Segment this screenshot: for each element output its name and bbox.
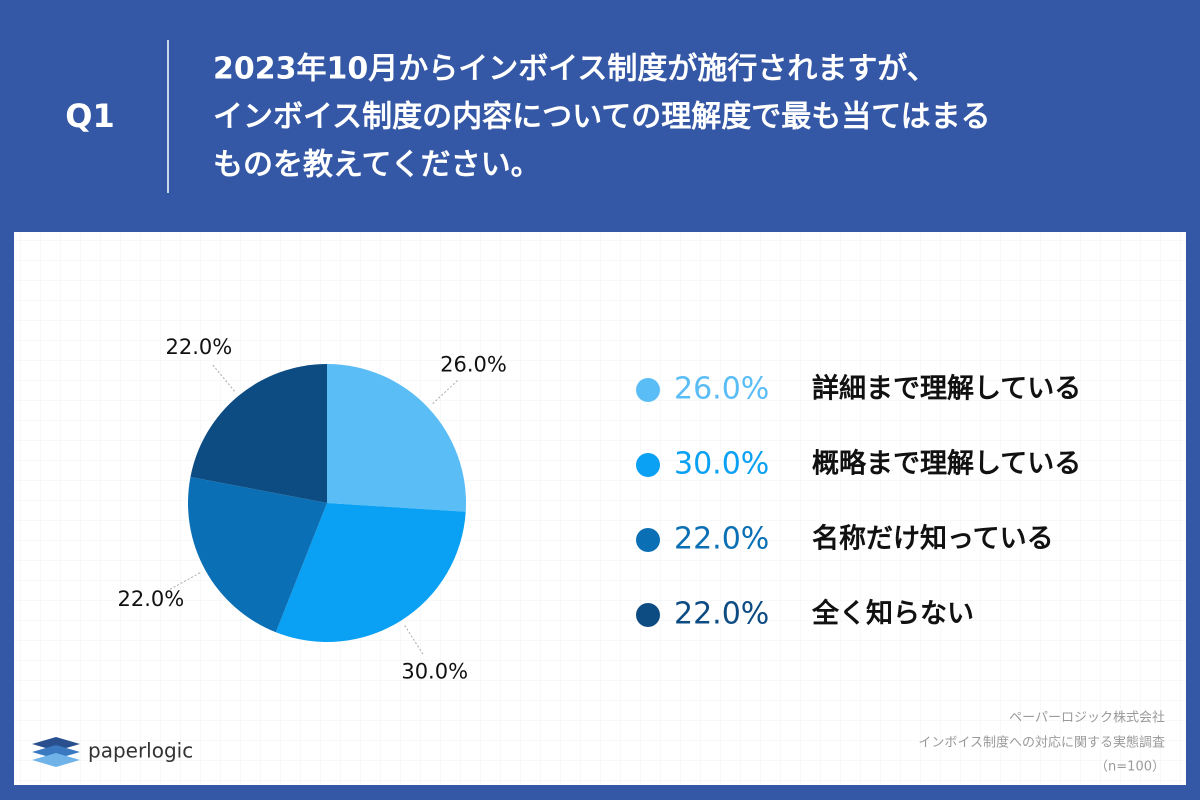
legend-label: 名称だけ知っている (812, 523, 1054, 555)
legend-label: 詳細まで理解している (812, 373, 1081, 405)
legend-swatch (636, 453, 660, 477)
pie-slice (190, 364, 327, 503)
legend-label: 概略まで理解している (812, 448, 1081, 480)
legend-label: 全く知らない (811, 598, 974, 630)
legend-value: 22.0% (674, 597, 769, 632)
slice-label: 30.0% (401, 660, 468, 684)
leader-line (404, 625, 424, 655)
question-line: ものを教えてください。 (213, 148, 541, 183)
pie-slice (188, 476, 327, 633)
footer-survey: インボイス制度への対応に関する実態調査 (918, 735, 1165, 751)
footer-company: ペーパーロジック株式会社 (1009, 710, 1165, 726)
leader-line (212, 364, 235, 392)
legend-swatch (636, 528, 660, 552)
leader-line (432, 380, 458, 405)
legend-value: 26.0% (674, 372, 769, 407)
question-line: 2023年10月からインボイス制度が施行されますが、 (213, 52, 937, 87)
footer-sample: （n=100） (1095, 760, 1165, 775)
pie-slice (327, 364, 467, 512)
logo-mark (32, 737, 80, 767)
legend-swatch (636, 603, 660, 627)
legend-value: 30.0% (674, 447, 769, 482)
slice-label: 26.0% (440, 352, 507, 376)
legend-value: 22.0% (674, 522, 769, 557)
question-number: Q1 (65, 97, 114, 135)
slice-label: 22.0% (118, 587, 185, 611)
pie-slice (275, 503, 466, 642)
slice-label: 22.0% (166, 335, 233, 359)
question-line: インボイス制度の内容についての理解度で最も当てはまる (213, 100, 991, 135)
legend-swatch (636, 378, 660, 402)
leader-line (169, 572, 201, 590)
logo-text: paperlogic (88, 739, 193, 763)
